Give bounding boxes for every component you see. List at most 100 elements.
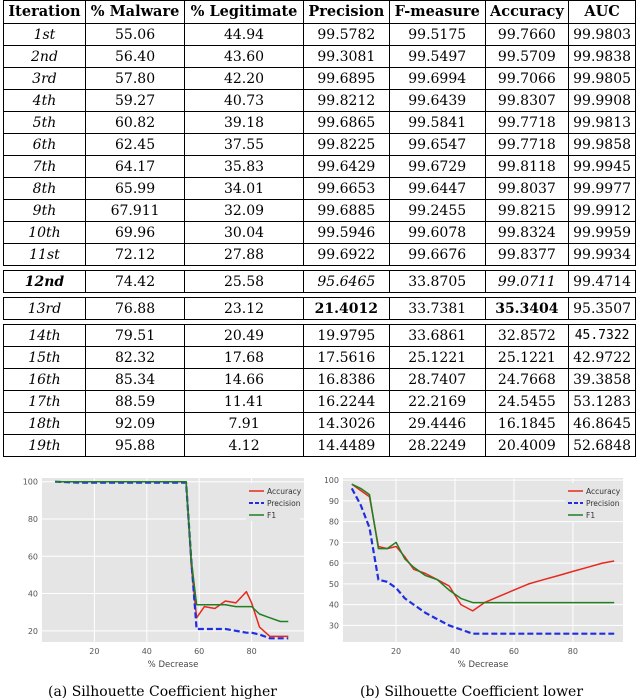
chart-b-y-tick-label: 70 (329, 538, 339, 547)
chart-a-x-tick-label: 60 (194, 647, 204, 656)
table-cell: 99.5782 (302, 23, 390, 46)
table-cell: 99.6547 (388, 133, 486, 156)
table-cell: 99.9813 (568, 111, 636, 134)
table-cell: 99.6895 (302, 67, 390, 90)
table-cell: 28.2249 (388, 434, 486, 457)
table-cell: 53.1283 (568, 390, 636, 413)
table-row: 2nd 56.40 43.60 99.3081 99.5497 99.5709 99.983… (3, 45, 636, 68)
table-cell: 99.9977 (568, 177, 636, 200)
table-cell: 20.49 (184, 324, 304, 347)
header-iteration: Iteration (3, 0, 86, 24)
caption-b: (b) Silhouette Coefficient lower (360, 684, 584, 700)
chart-b-series-f1 (351, 483, 615, 604)
chart-a-y-tick-label: 100 (23, 478, 38, 487)
table-cell: 43.60 (184, 45, 304, 68)
results-table: Iteration % Malware % Legitimate Precisi… (3, 0, 636, 457)
table-cell: 99.4714 (568, 270, 636, 293)
table-cell: 25.1221 (484, 346, 570, 369)
table-cell: 3rd (3, 67, 86, 90)
chart-b-x-tick-label: 40 (450, 647, 460, 656)
table-cell: 11.41 (184, 390, 304, 413)
chart-b-x-axis-label: % Decrease (458, 660, 509, 670)
chart-a-series-f1 (55, 480, 289, 623)
table-cell: 99.0711 (484, 270, 570, 293)
chart-a-x-tick-label: 40 (142, 647, 152, 656)
table-cell: 32.09 (184, 199, 304, 222)
table-cell: 42.20 (184, 67, 304, 90)
table-cell: 25.1221 (388, 346, 486, 369)
table-cell: 33.6861 (388, 324, 486, 347)
table-cell: 99.6865 (302, 111, 390, 134)
chart-a-legend-label: F1 (267, 511, 276, 520)
table-cell: 24.7668 (484, 368, 570, 391)
table-cell: 85.34 (84, 368, 186, 391)
table-cell: 35.83 (184, 155, 304, 178)
table-cell: 67.911 (84, 199, 186, 222)
chart-b-y-tick-label: 60 (329, 559, 339, 568)
table-cell: 39.18 (184, 111, 304, 134)
table-cell: 16th (3, 368, 86, 391)
table-cell: 65.99 (84, 177, 186, 200)
table-cell: 62.45 (84, 133, 186, 156)
table-cell: 32.8572 (484, 324, 570, 347)
table-cell: 99.6885 (302, 199, 390, 222)
table-row: 16th 85.34 14.66 16.8386 28.7407 24.7668 39.38… (3, 368, 636, 391)
table-cell: 99.8212 (302, 89, 390, 112)
table-cell: 14.4489 (302, 434, 390, 457)
table-cell: 99.9838 (568, 45, 636, 68)
chart-a-y-tick-label: 80 (28, 515, 38, 524)
table-cell: 99.9858 (568, 133, 636, 156)
table-cell: 2nd (3, 45, 86, 68)
table-row: 8th 65.99 34.01 99.6653 99.6447 99.8037 99.997… (3, 177, 636, 200)
table-cell: 99.7660 (484, 23, 570, 46)
table-cell: 95.88 (84, 434, 186, 457)
table-cell: 34.01 (184, 177, 304, 200)
table-cell: 99.6078 (388, 221, 486, 244)
table-cell: 99.8324 (484, 221, 570, 244)
chart-b-legend-label: Accuracy (586, 487, 621, 496)
table-cell: 76.88 (84, 297, 186, 320)
chart-b-y-tick-label: 100 (325, 476, 339, 485)
table-row: 7th 64.17 35.83 99.6429 99.6729 99.8118 99.994… (3, 155, 636, 178)
table-cell: 37.55 (184, 133, 304, 156)
chart-b-y-tick-label: 30 (329, 621, 339, 630)
table-row: 15th 82.32 17.68 17.5616 25.1221 25.1221 42.97… (3, 346, 636, 369)
table-cell: 69.96 (84, 221, 186, 244)
table-cell: 95.6465 (302, 270, 390, 293)
chart-b-y-tick-label: 90 (329, 497, 339, 506)
table-cell: 99.9805 (568, 67, 636, 90)
chart-a-series-precision (55, 480, 289, 640)
table-cell: 17th (3, 390, 86, 413)
table-row: 11st 72.12 27.88 99.6922 99.6676 99.8377 99.99… (3, 243, 636, 266)
table-cell: 4.12 (184, 434, 304, 457)
table-cell: 33.7381 (388, 297, 486, 320)
table-cell: 6th (3, 133, 86, 156)
table-cell: 52.6848 (568, 434, 636, 457)
table-cell: 99.7066 (484, 67, 570, 90)
table-cell: 74.42 (84, 270, 186, 293)
chart-b-series-precision (350, 487, 615, 635)
table-cell: 64.17 (84, 155, 186, 178)
table-cell: 42.9722 (568, 346, 636, 369)
table-cell: 17.5616 (302, 346, 390, 369)
table-cell: 99.6676 (388, 243, 486, 266)
table-cell: 60.82 (84, 111, 186, 134)
table-cell: 99.6653 (302, 177, 390, 200)
table-cell: 59.27 (84, 89, 186, 112)
table-cell: 99.7718 (484, 133, 570, 156)
table-cell: 99.6729 (388, 155, 486, 178)
table-cell: 95.3507 (568, 297, 636, 320)
table-cell: 24.5455 (484, 390, 570, 413)
table-cell: 11st (3, 243, 86, 266)
header-f-measure: F-measure (388, 0, 486, 24)
table-cell: 88.59 (84, 390, 186, 413)
table-row-12: 12nd 74.42 25.58 95.6465 33.8705 99.0711… (3, 270, 636, 293)
table-row: 19th 95.88 4.12 14.4489 28.2249 20.4009 52.684… (3, 434, 636, 457)
header-auc: AUC (568, 0, 636, 24)
table-cell: 44.94 (184, 23, 304, 46)
caption-a: (a) Silhouette Coefficient higher (48, 684, 277, 700)
table-cell: 8th (3, 177, 86, 200)
table-cell: 99.5841 (388, 111, 486, 134)
table-header-row: Iteration % Malware % Legitimate Precisi… (3, 0, 636, 24)
table-cell: 15th (3, 346, 86, 369)
